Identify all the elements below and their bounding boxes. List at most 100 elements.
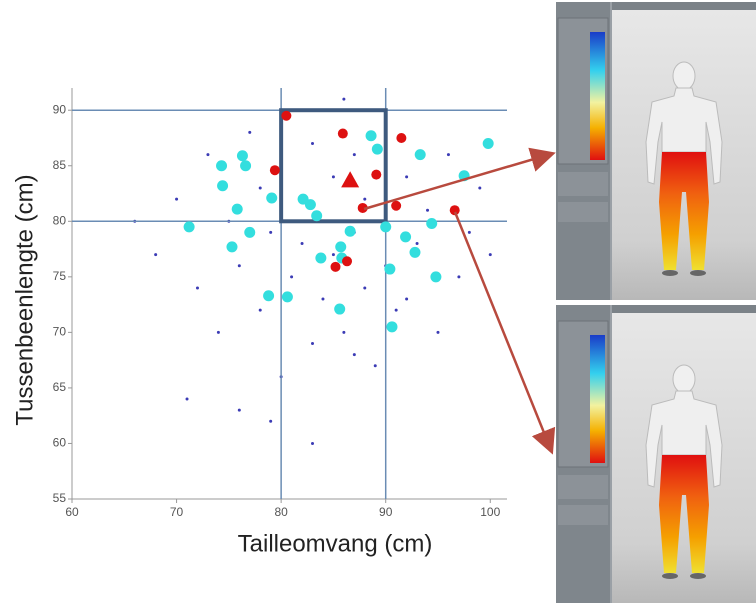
point xyxy=(290,275,294,279)
x-tick-label: 100 xyxy=(480,505,500,519)
y-tick-label: 75 xyxy=(53,269,67,283)
point xyxy=(195,286,199,290)
point xyxy=(236,150,248,162)
point xyxy=(446,153,450,157)
point xyxy=(414,149,426,161)
point xyxy=(248,130,252,134)
y-tick-label: 70 xyxy=(53,325,67,339)
point xyxy=(426,218,438,230)
point xyxy=(258,308,262,312)
point xyxy=(409,246,421,258)
point xyxy=(344,225,356,237)
point xyxy=(449,205,460,216)
point xyxy=(237,408,241,412)
screenshot-bottom xyxy=(555,304,756,603)
point xyxy=(478,186,482,190)
point xyxy=(263,290,275,302)
x-tick-label: 70 xyxy=(170,505,184,519)
y-tick-label: 80 xyxy=(53,213,67,227)
point xyxy=(371,143,383,155)
y-tick-label: 65 xyxy=(53,380,67,394)
point xyxy=(342,256,353,267)
y-tick-label: 60 xyxy=(53,436,67,450)
point xyxy=(394,308,398,312)
screenshot-top xyxy=(555,1,756,301)
point xyxy=(331,253,335,257)
point xyxy=(342,97,346,101)
point xyxy=(216,160,228,172)
point xyxy=(297,193,309,205)
point xyxy=(331,175,335,179)
point xyxy=(269,419,273,423)
point xyxy=(371,169,382,180)
arrow xyxy=(363,147,556,211)
point xyxy=(363,286,367,290)
point xyxy=(457,275,461,279)
point xyxy=(321,297,325,301)
x-axis-label: Tailleomvang (cm) xyxy=(238,530,433,557)
point xyxy=(185,397,189,401)
point xyxy=(384,263,396,275)
point xyxy=(258,186,262,190)
point xyxy=(231,203,243,215)
point xyxy=(373,364,377,368)
point xyxy=(482,138,494,150)
point xyxy=(405,297,409,301)
point xyxy=(330,261,341,272)
point xyxy=(311,341,315,345)
point xyxy=(380,221,392,233)
point xyxy=(244,226,256,238)
point xyxy=(226,241,238,253)
point xyxy=(430,271,442,283)
point xyxy=(237,264,241,268)
point xyxy=(315,252,327,264)
point xyxy=(216,330,220,334)
point xyxy=(266,192,278,204)
y-tick-label: 85 xyxy=(53,158,67,172)
point xyxy=(352,353,356,357)
point xyxy=(386,321,398,333)
y-tick-label: 90 xyxy=(53,102,67,116)
point xyxy=(391,200,402,211)
point xyxy=(337,128,348,139)
y-axis-label: Tussenbeenlengte (cm) xyxy=(11,174,38,425)
point xyxy=(352,153,356,157)
point xyxy=(175,197,179,201)
point xyxy=(341,171,360,188)
point xyxy=(269,230,273,234)
point xyxy=(467,230,471,234)
point xyxy=(311,210,323,222)
point xyxy=(281,110,292,121)
point xyxy=(334,303,346,315)
point xyxy=(342,330,346,334)
arrow xyxy=(453,211,556,455)
point xyxy=(311,142,315,146)
point xyxy=(357,202,368,213)
x-tick-label: 80 xyxy=(274,505,288,519)
point xyxy=(415,242,419,246)
point xyxy=(365,130,377,142)
point xyxy=(436,330,440,334)
point xyxy=(363,197,367,201)
point xyxy=(311,441,315,445)
x-tick-label: 90 xyxy=(379,505,393,519)
point xyxy=(281,291,293,303)
point xyxy=(396,132,407,143)
point xyxy=(154,253,158,257)
point xyxy=(240,160,252,172)
point xyxy=(335,241,347,253)
point xyxy=(183,221,195,233)
point xyxy=(400,231,412,243)
y-tick-label: 55 xyxy=(53,491,67,505)
point xyxy=(426,208,430,212)
point xyxy=(217,180,229,192)
highlight-box xyxy=(279,108,388,224)
point xyxy=(488,253,492,257)
point xyxy=(405,175,409,179)
point xyxy=(206,153,210,157)
x-tick-label: 60 xyxy=(65,505,79,519)
point xyxy=(300,242,304,246)
point xyxy=(269,165,280,176)
